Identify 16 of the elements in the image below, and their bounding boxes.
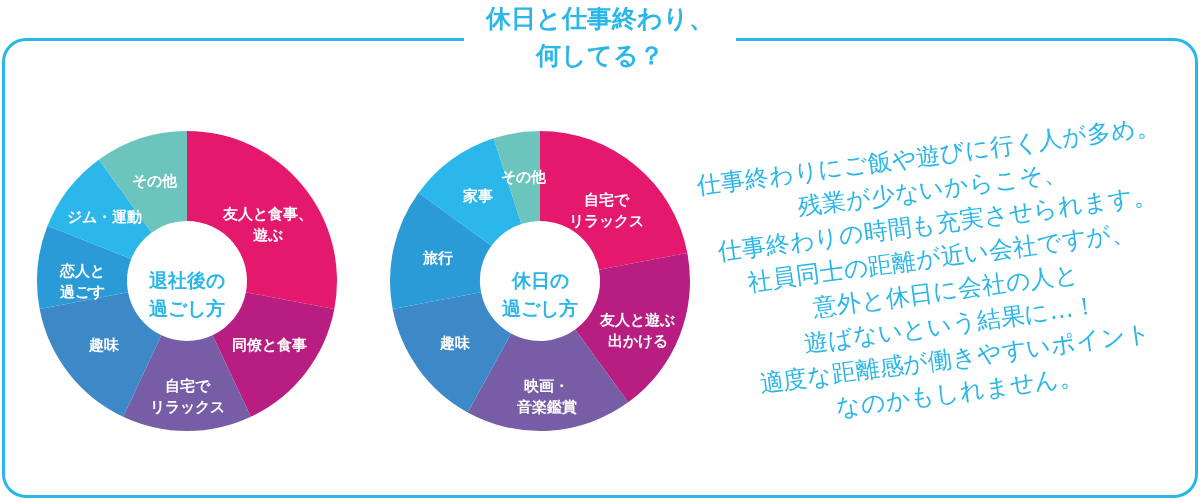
- slice-label: 恋人と過ごす: [58, 262, 105, 302]
- slice-label: 趣味: [439, 333, 472, 352]
- donut-slice: [98, 131, 187, 233]
- slice-label: 友人と食事、遊ぶ: [221, 205, 313, 245]
- slice-label: 友人と遊ぶ出かける: [599, 310, 676, 350]
- slice-label: 同僚と食事: [232, 336, 308, 355]
- slice-label: 趣味: [88, 336, 121, 355]
- slice-label: 映画・音楽鑑賞: [515, 376, 577, 416]
- slice-label: 自宅でリラックス: [569, 191, 645, 231]
- slice-label: 旅行: [421, 249, 453, 268]
- slice-label: ジム・運動: [66, 207, 142, 226]
- text: 休日の過ごし方: [501, 269, 578, 319]
- text: 退社後の過ごし方: [148, 269, 225, 319]
- slice-label: 自宅でリラックス: [149, 377, 225, 416]
- slice-label: 家事: [462, 187, 494, 206]
- slice-label: その他: [132, 172, 179, 191]
